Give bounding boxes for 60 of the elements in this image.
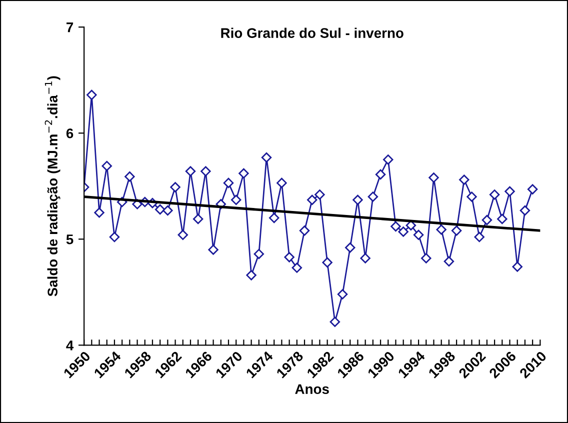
- point: [436, 224, 446, 235]
- point: [527, 184, 538, 194]
- point: [102, 160, 112, 172]
- point: [238, 168, 249, 179]
- point: [497, 214, 508, 224]
- point: [474, 232, 484, 242]
- point: [162, 205, 173, 216]
- point: [428, 172, 439, 183]
- point: [170, 182, 180, 192]
- point: [192, 214, 204, 224]
- y-tick-label: 7: [66, 22, 74, 32]
- point: [208, 244, 218, 255]
- point: [94, 208, 104, 218]
- point: [352, 194, 363, 206]
- x-axis-title: Anos: [295, 384, 329, 394]
- point: [451, 226, 462, 236]
- point: [223, 178, 234, 188]
- point: [154, 204, 166, 215]
- point: [337, 289, 348, 300]
- point: [368, 192, 378, 202]
- point: [512, 262, 522, 272]
- point: [86, 90, 97, 100]
- point: [268, 212, 280, 224]
- point: [276, 178, 287, 188]
- point: [185, 166, 196, 176]
- point: [124, 171, 135, 182]
- point: [345, 242, 356, 253]
- y-tick-label: 6: [66, 128, 74, 138]
- point: [482, 214, 492, 226]
- point: [421, 253, 432, 264]
- point: [254, 248, 264, 260]
- point: [375, 169, 386, 180]
- point: [314, 189, 325, 200]
- point: [178, 230, 188, 240]
- point: [230, 194, 242, 206]
- point: [444, 256, 454, 267]
- point: [466, 192, 477, 202]
- point: [322, 257, 332, 268]
- point: [109, 232, 120, 242]
- point: [520, 205, 530, 216]
- point: [459, 174, 470, 185]
- chart-title: Rio Grande do Sul - inverno: [221, 28, 404, 38]
- y-axis-title: Saldo de radiação (MJ.m$^{−2}$.dia$^{−1}$): [44, 76, 60, 296]
- point: [246, 270, 256, 280]
- point: [330, 316, 340, 327]
- point: [360, 253, 370, 264]
- point: [200, 166, 211, 176]
- point: [292, 262, 302, 273]
- point: [299, 226, 310, 236]
- point: [383, 154, 394, 165]
- y-tick-label: 5: [66, 234, 74, 244]
- point: [413, 230, 424, 240]
- point: [489, 189, 500, 200]
- point: [504, 186, 515, 197]
- y-tick-label: 4: [66, 340, 74, 350]
- point: [261, 152, 272, 163]
- point: [390, 221, 401, 232]
- point: [307, 194, 318, 206]
- point: [398, 226, 408, 237]
- point: [284, 252, 294, 262]
